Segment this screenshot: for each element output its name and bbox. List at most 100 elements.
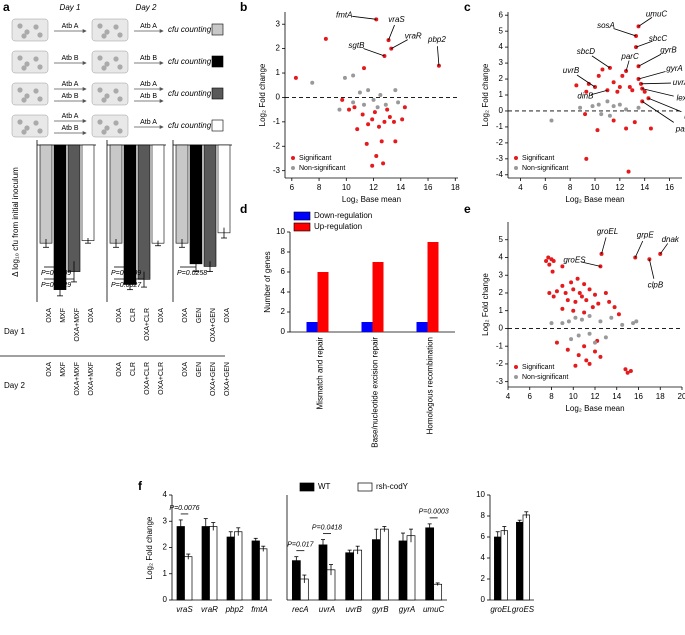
x-axis-label: Log₂ Base mean [565, 195, 624, 204]
point [584, 156, 589, 161]
point [362, 102, 367, 107]
annotation: vraR [405, 32, 422, 41]
bar [209, 526, 218, 601]
cell [33, 88, 39, 94]
point [623, 367, 628, 372]
annotation: vraS [388, 15, 405, 24]
legend-swatch [211, 55, 224, 68]
annotation: sbcD [577, 47, 595, 56]
x-axis-label: Log₂ Base mean [565, 404, 624, 413]
bar [53, 144, 67, 290]
bar [416, 322, 428, 332]
legend-marker [514, 166, 518, 170]
result-label: cfu counting [168, 89, 212, 98]
day2-label: OXA [182, 362, 189, 377]
point [402, 105, 407, 110]
day1-label: OXA [224, 308, 231, 323]
cell [37, 128, 43, 134]
point [340, 97, 345, 102]
point [323, 36, 328, 41]
cell [33, 120, 39, 126]
cell [17, 87, 23, 93]
x-tick-label: vraR [201, 605, 218, 614]
y-tick-label: 6 [499, 10, 504, 19]
point [547, 290, 552, 295]
point [551, 259, 556, 264]
annotation-line [638, 53, 662, 67]
day1-label: MXF [60, 308, 67, 323]
antibiotic-label: Atb A [62, 113, 79, 120]
day1-label: CLR [130, 308, 137, 322]
point [357, 90, 362, 95]
point [587, 287, 592, 292]
cell [33, 24, 39, 30]
y-axis-label: Δ log₁₀ cfu from initial inoculum [11, 167, 20, 277]
day1-label: OXA [116, 308, 123, 323]
y-tick-label: 0 [276, 93, 281, 102]
point [576, 333, 581, 338]
point [593, 349, 597, 354]
day2-label: OXA+CLR [158, 362, 165, 395]
annotation: clpB [648, 280, 664, 289]
point [554, 289, 559, 294]
annotation: uvrB [563, 66, 580, 75]
annotation-line [388, 24, 395, 41]
y-tick-label: -2 [273, 141, 281, 150]
culture-box [91, 18, 129, 42]
cell [101, 97, 107, 103]
p-value: P=0.0009 [41, 270, 71, 277]
cell [24, 61, 30, 67]
y-tick-label: 8 [481, 511, 486, 520]
point [603, 335, 608, 340]
legend-marker [291, 166, 295, 170]
bar [291, 560, 301, 601]
point [600, 67, 605, 72]
x-tick-label: recA [292, 605, 308, 614]
annotation-line [352, 15, 377, 20]
y-tick-label: -1 [273, 117, 281, 126]
annotation: lexA [676, 94, 685, 103]
legend-marker [291, 156, 295, 160]
y-tick-label: 10 [476, 490, 485, 499]
x-tick-label: 18 [451, 183, 460, 192]
day1-label: OXA [182, 308, 189, 323]
x-tick-label: 14 [640, 183, 649, 192]
point [396, 100, 401, 105]
annotation-line [625, 60, 630, 72]
point [603, 290, 608, 295]
point [400, 117, 405, 122]
bar [234, 531, 243, 601]
legend-label: Non-significant [522, 165, 568, 172]
antibiotic-label: Atb A [140, 23, 157, 30]
x-tick-label: 18 [656, 392, 665, 401]
point [351, 73, 356, 78]
cell [24, 93, 30, 99]
y-tick-label: 4 [499, 42, 504, 51]
x-tick-label: gyrA [399, 605, 415, 614]
point [355, 127, 360, 132]
point [587, 331, 592, 336]
point [544, 259, 549, 264]
bar [433, 583, 443, 601]
point [376, 124, 381, 129]
y-tick-label: 3 [163, 516, 168, 525]
point [362, 66, 367, 71]
y-tick-label: 0 [499, 106, 504, 115]
row-label: Day 2 [4, 381, 25, 390]
x-tick-label: 4 [518, 183, 523, 192]
y-tick-label: 1 [276, 68, 281, 77]
point [611, 80, 616, 85]
point [550, 269, 555, 274]
cell [17, 55, 23, 61]
x-tick-label: 12 [591, 392, 600, 401]
point [616, 312, 621, 317]
annotation: groEL [597, 227, 618, 236]
annotation: groES [563, 255, 586, 264]
point [370, 163, 375, 168]
point [383, 102, 388, 107]
legend-swatch [357, 482, 373, 492]
point [382, 119, 387, 124]
annotation-line [591, 55, 611, 69]
